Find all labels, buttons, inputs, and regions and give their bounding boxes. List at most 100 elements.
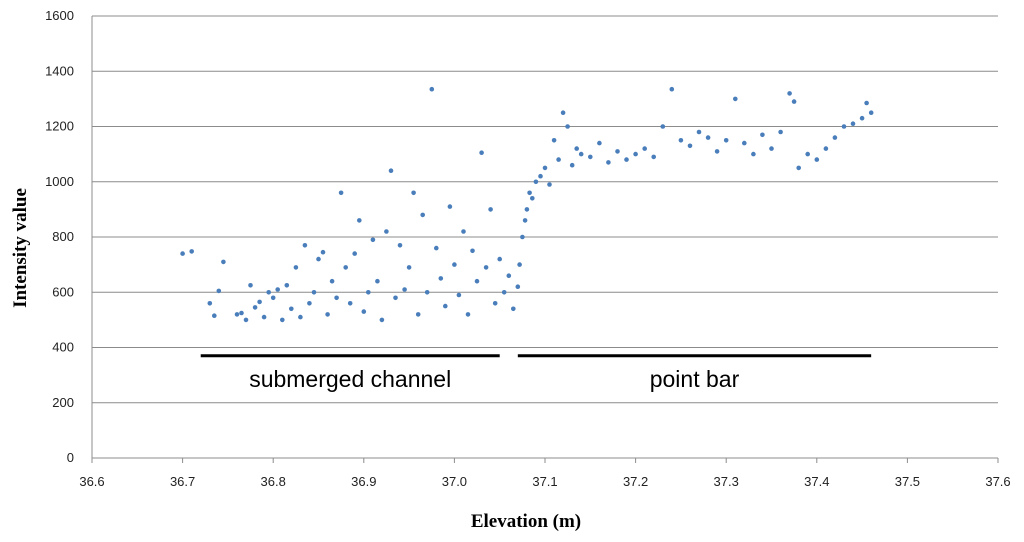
y-tick-label: 200: [52, 395, 74, 410]
data-point: [520, 234, 525, 240]
data-point: [452, 262, 457, 267]
data-point: [515, 284, 521, 290]
data-point: [606, 160, 611, 165]
data-point: [483, 265, 489, 270]
data-point: [465, 312, 471, 317]
data-point: [420, 212, 426, 218]
data-point: [252, 305, 258, 310]
y-tick-label: 600: [52, 284, 74, 299]
data-point: [366, 290, 371, 295]
data-point: [370, 237, 376, 243]
data-point: [547, 182, 552, 187]
data-point: [415, 312, 421, 317]
data-point: [293, 265, 299, 270]
annotations: submerged channel point bar: [200, 354, 872, 392]
tick-labels: 0 200 400 600 800 1000 1200 1400 1600 36.6 36.7 36.…: [45, 8, 1011, 489]
data-point: [742, 140, 747, 146]
data-point: [588, 154, 593, 160]
data-point: [859, 115, 865, 121]
data-point: [524, 207, 530, 212]
data-point: [633, 151, 638, 157]
y-tick-label: 400: [52, 340, 74, 355]
data-point: [669, 86, 675, 92]
data-point: [298, 314, 303, 320]
data-point: [470, 248, 475, 254]
x-tick-label: 37.6: [985, 474, 1010, 489]
data-point: [574, 146, 579, 151]
data-point: [352, 251, 358, 256]
x-tick-label: 36.7: [170, 474, 195, 489]
data-point: [388, 168, 394, 173]
gridlines: [92, 15, 998, 404]
data-point: [542, 165, 548, 171]
data-point: [565, 124, 570, 129]
data-point: [275, 287, 281, 292]
data-point: [261, 314, 267, 320]
data-point: [343, 265, 349, 270]
data-point: [434, 245, 439, 251]
data-point: [578, 151, 584, 157]
data-point: [527, 190, 532, 196]
data-point: [270, 295, 276, 301]
data-point: [492, 301, 498, 306]
data-point: [751, 151, 756, 157]
data-point: [180, 251, 185, 256]
data-point: [488, 207, 493, 212]
axes: [91, 16, 999, 463]
data-point: [597, 140, 602, 146]
data-point: [307, 301, 312, 306]
data-point: [379, 317, 385, 323]
x-tick-label: 37.2: [623, 474, 648, 489]
data-point: [796, 165, 801, 171]
x-axis-label: Elevation (m): [471, 511, 581, 532]
data-point: [841, 124, 847, 129]
data-point: [506, 273, 512, 279]
data-point: [642, 146, 647, 151]
data-point: [320, 249, 326, 255]
data-point: [384, 229, 389, 234]
data-point: [329, 278, 335, 284]
y-tick-label: 0: [67, 450, 74, 465]
x-tick-label: 36.8: [261, 474, 286, 489]
data-point: [361, 309, 367, 314]
data-point: [651, 154, 656, 160]
data-point: [823, 146, 829, 151]
data-point: [280, 317, 285, 323]
data-point: [497, 256, 503, 262]
data-point: [257, 299, 262, 305]
data-point: [221, 259, 226, 265]
y-tick-label: 1600: [45, 8, 74, 23]
data-point: [243, 317, 249, 323]
data-point: [778, 129, 783, 135]
data-point: [705, 135, 711, 140]
x-tick-label: 36.6: [79, 474, 104, 489]
data-point: [402, 287, 407, 292]
data-point: [501, 290, 507, 295]
data-point: [551, 138, 557, 143]
data-point: [723, 138, 729, 143]
data-point: [456, 292, 462, 298]
data-point: [517, 262, 522, 267]
data-point: [522, 218, 528, 223]
data-point: [832, 135, 838, 140]
data-point: [212, 313, 217, 319]
data-point: [239, 310, 244, 316]
data-point: [375, 278, 380, 284]
x-tick-label: 37.3: [714, 474, 739, 489]
data-point: [814, 157, 820, 162]
x-tick-label: 37.4: [804, 474, 829, 489]
data-point: [393, 295, 398, 301]
x-tick-label: 37.0: [442, 474, 467, 489]
data-point: [406, 265, 412, 270]
data-point: [769, 146, 774, 151]
data-point: [474, 278, 480, 284]
data-point: [189, 249, 194, 254]
annotation-label: submerged channel: [249, 366, 451, 392]
y-tick-label: 1400: [45, 63, 74, 78]
y-tick-label: 800: [52, 229, 74, 244]
data-point: [311, 290, 317, 295]
data-point: [357, 218, 362, 223]
y-tick-label: 1000: [45, 174, 74, 189]
data-point: [338, 190, 344, 196]
